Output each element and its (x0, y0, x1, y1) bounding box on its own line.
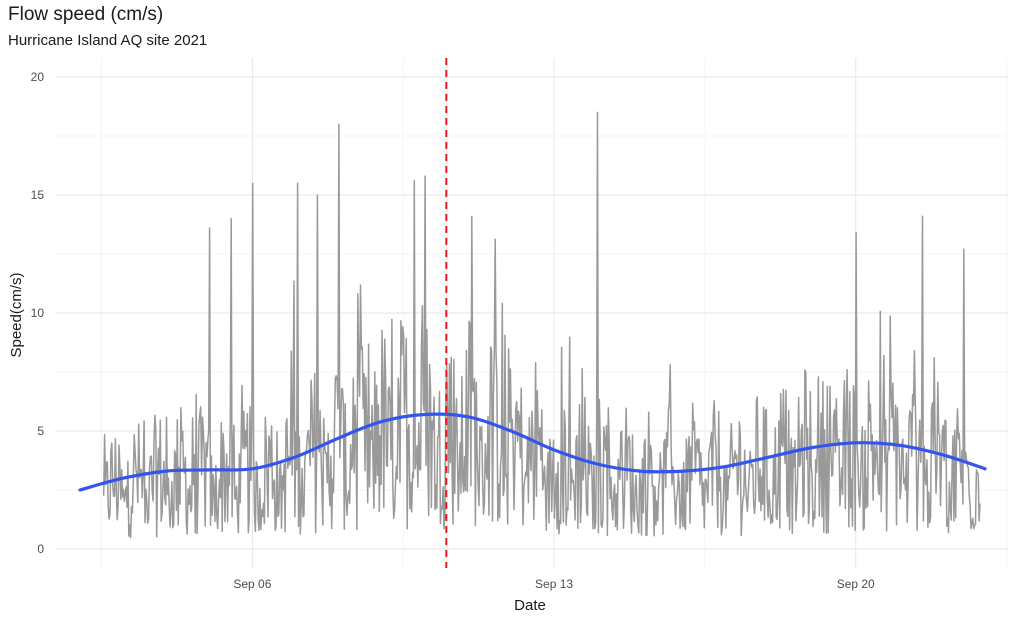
x-axis-title: Date (514, 597, 546, 614)
y-tick-label: 0 (37, 542, 44, 556)
chart-title: Flow speed (cm/s) (8, 4, 164, 25)
y-tick-label: 15 (31, 188, 45, 202)
raw-series (102, 111, 981, 539)
chart-subtitle: Hurricane Island AQ site 2021 (8, 32, 208, 49)
x-tick-labels: Sep 06 Sep 13 Sep 20 (233, 577, 875, 591)
x-tick-label: Sep 13 (535, 577, 573, 591)
y-tick-label: 20 (31, 70, 45, 84)
smooth-series (78, 412, 987, 492)
y-axis-title: Speed(cm/s) (8, 272, 25, 357)
x-tick-label: Sep 06 (233, 577, 271, 591)
x-tick-label: Sep 20 (837, 577, 875, 591)
smooth-trend-line (78, 412, 987, 492)
y-tick-labels: 0 5 10 15 20 (31, 70, 45, 556)
y-tick-label: 5 (37, 424, 44, 438)
raw-speed-line (102, 111, 981, 539)
y-tick-label: 10 (31, 306, 45, 320)
